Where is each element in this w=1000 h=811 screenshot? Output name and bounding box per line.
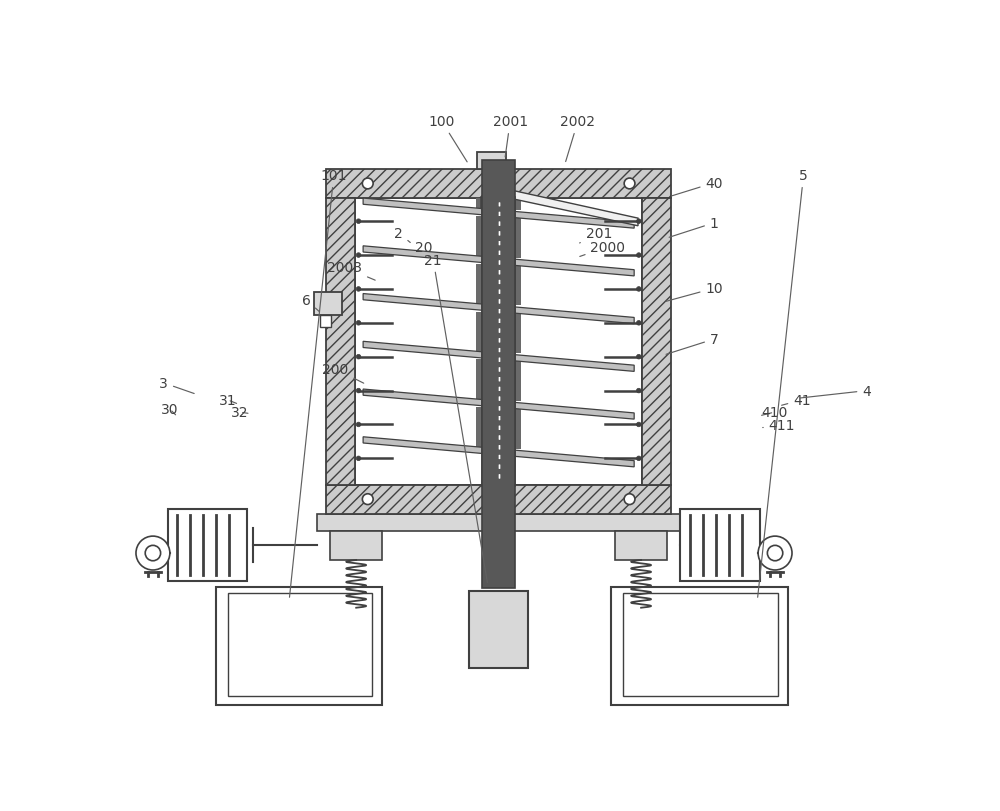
Polygon shape — [476, 217, 521, 259]
Text: 21: 21 — [424, 253, 487, 583]
Bar — [326, 485, 671, 514]
Circle shape — [636, 423, 641, 427]
Circle shape — [356, 220, 361, 224]
Text: 410: 410 — [761, 406, 787, 419]
Circle shape — [356, 457, 361, 461]
Text: 411: 411 — [763, 418, 795, 433]
Polygon shape — [363, 205, 634, 270]
Text: 2002: 2002 — [560, 115, 595, 162]
Bar — [330, 531, 382, 560]
Text: 20: 20 — [415, 240, 433, 258]
Circle shape — [767, 546, 783, 561]
Text: 10: 10 — [666, 281, 723, 302]
Bar — [482, 197, 515, 487]
Circle shape — [636, 321, 641, 326]
Text: 4: 4 — [800, 384, 871, 398]
Polygon shape — [476, 408, 521, 449]
Bar — [216, 587, 382, 705]
Bar — [326, 169, 671, 199]
Circle shape — [356, 388, 361, 393]
Polygon shape — [363, 294, 634, 324]
Text: 41: 41 — [782, 393, 811, 407]
Text: 5: 5 — [758, 169, 808, 598]
Text: 1: 1 — [669, 217, 719, 238]
Bar — [469, 591, 528, 668]
Circle shape — [356, 355, 361, 359]
Polygon shape — [476, 264, 521, 306]
Circle shape — [636, 220, 641, 224]
Text: 100: 100 — [428, 115, 467, 163]
Bar — [477, 152, 506, 169]
Circle shape — [636, 388, 641, 393]
Bar — [228, 594, 372, 696]
Circle shape — [356, 321, 361, 326]
Circle shape — [356, 253, 361, 258]
Text: 2000: 2000 — [580, 240, 625, 257]
Text: 2: 2 — [394, 226, 410, 243]
Text: 30: 30 — [161, 402, 179, 417]
Bar — [317, 514, 680, 531]
Text: 201: 201 — [580, 226, 612, 243]
Circle shape — [636, 355, 641, 359]
Polygon shape — [363, 199, 634, 229]
Polygon shape — [476, 312, 521, 354]
Text: 40: 40 — [672, 177, 723, 196]
Bar — [615, 531, 667, 560]
Bar — [314, 293, 342, 315]
Bar — [168, 509, 247, 581]
Bar — [326, 199, 355, 485]
Circle shape — [362, 179, 373, 190]
Text: 2003: 2003 — [327, 261, 375, 281]
Polygon shape — [363, 253, 634, 318]
Circle shape — [356, 423, 361, 427]
Polygon shape — [363, 348, 634, 414]
Polygon shape — [363, 396, 634, 461]
Circle shape — [145, 546, 161, 561]
Text: 7: 7 — [666, 333, 719, 355]
Circle shape — [624, 179, 635, 190]
Circle shape — [624, 494, 635, 505]
Polygon shape — [476, 360, 521, 401]
Bar — [611, 587, 788, 705]
Text: 3: 3 — [159, 376, 194, 394]
Text: 200: 200 — [322, 363, 364, 384]
Circle shape — [758, 536, 792, 570]
Bar — [623, 594, 778, 696]
Bar — [320, 315, 331, 328]
Text: 31: 31 — [219, 393, 237, 407]
Text: 32: 32 — [231, 406, 249, 419]
Circle shape — [636, 253, 641, 258]
Circle shape — [136, 536, 170, 570]
Bar — [680, 509, 760, 581]
Text: 101: 101 — [289, 169, 347, 598]
Text: 2001: 2001 — [493, 115, 528, 157]
Polygon shape — [481, 188, 638, 226]
Circle shape — [636, 457, 641, 461]
Polygon shape — [363, 300, 634, 366]
Bar — [482, 161, 515, 589]
Polygon shape — [476, 199, 521, 211]
Circle shape — [362, 494, 373, 505]
Polygon shape — [363, 389, 634, 419]
Bar — [355, 199, 642, 485]
Circle shape — [356, 287, 361, 292]
Polygon shape — [363, 342, 634, 372]
Polygon shape — [363, 437, 634, 467]
Circle shape — [636, 287, 641, 292]
Text: 6: 6 — [302, 294, 319, 312]
Bar — [642, 199, 671, 485]
Polygon shape — [363, 247, 634, 277]
